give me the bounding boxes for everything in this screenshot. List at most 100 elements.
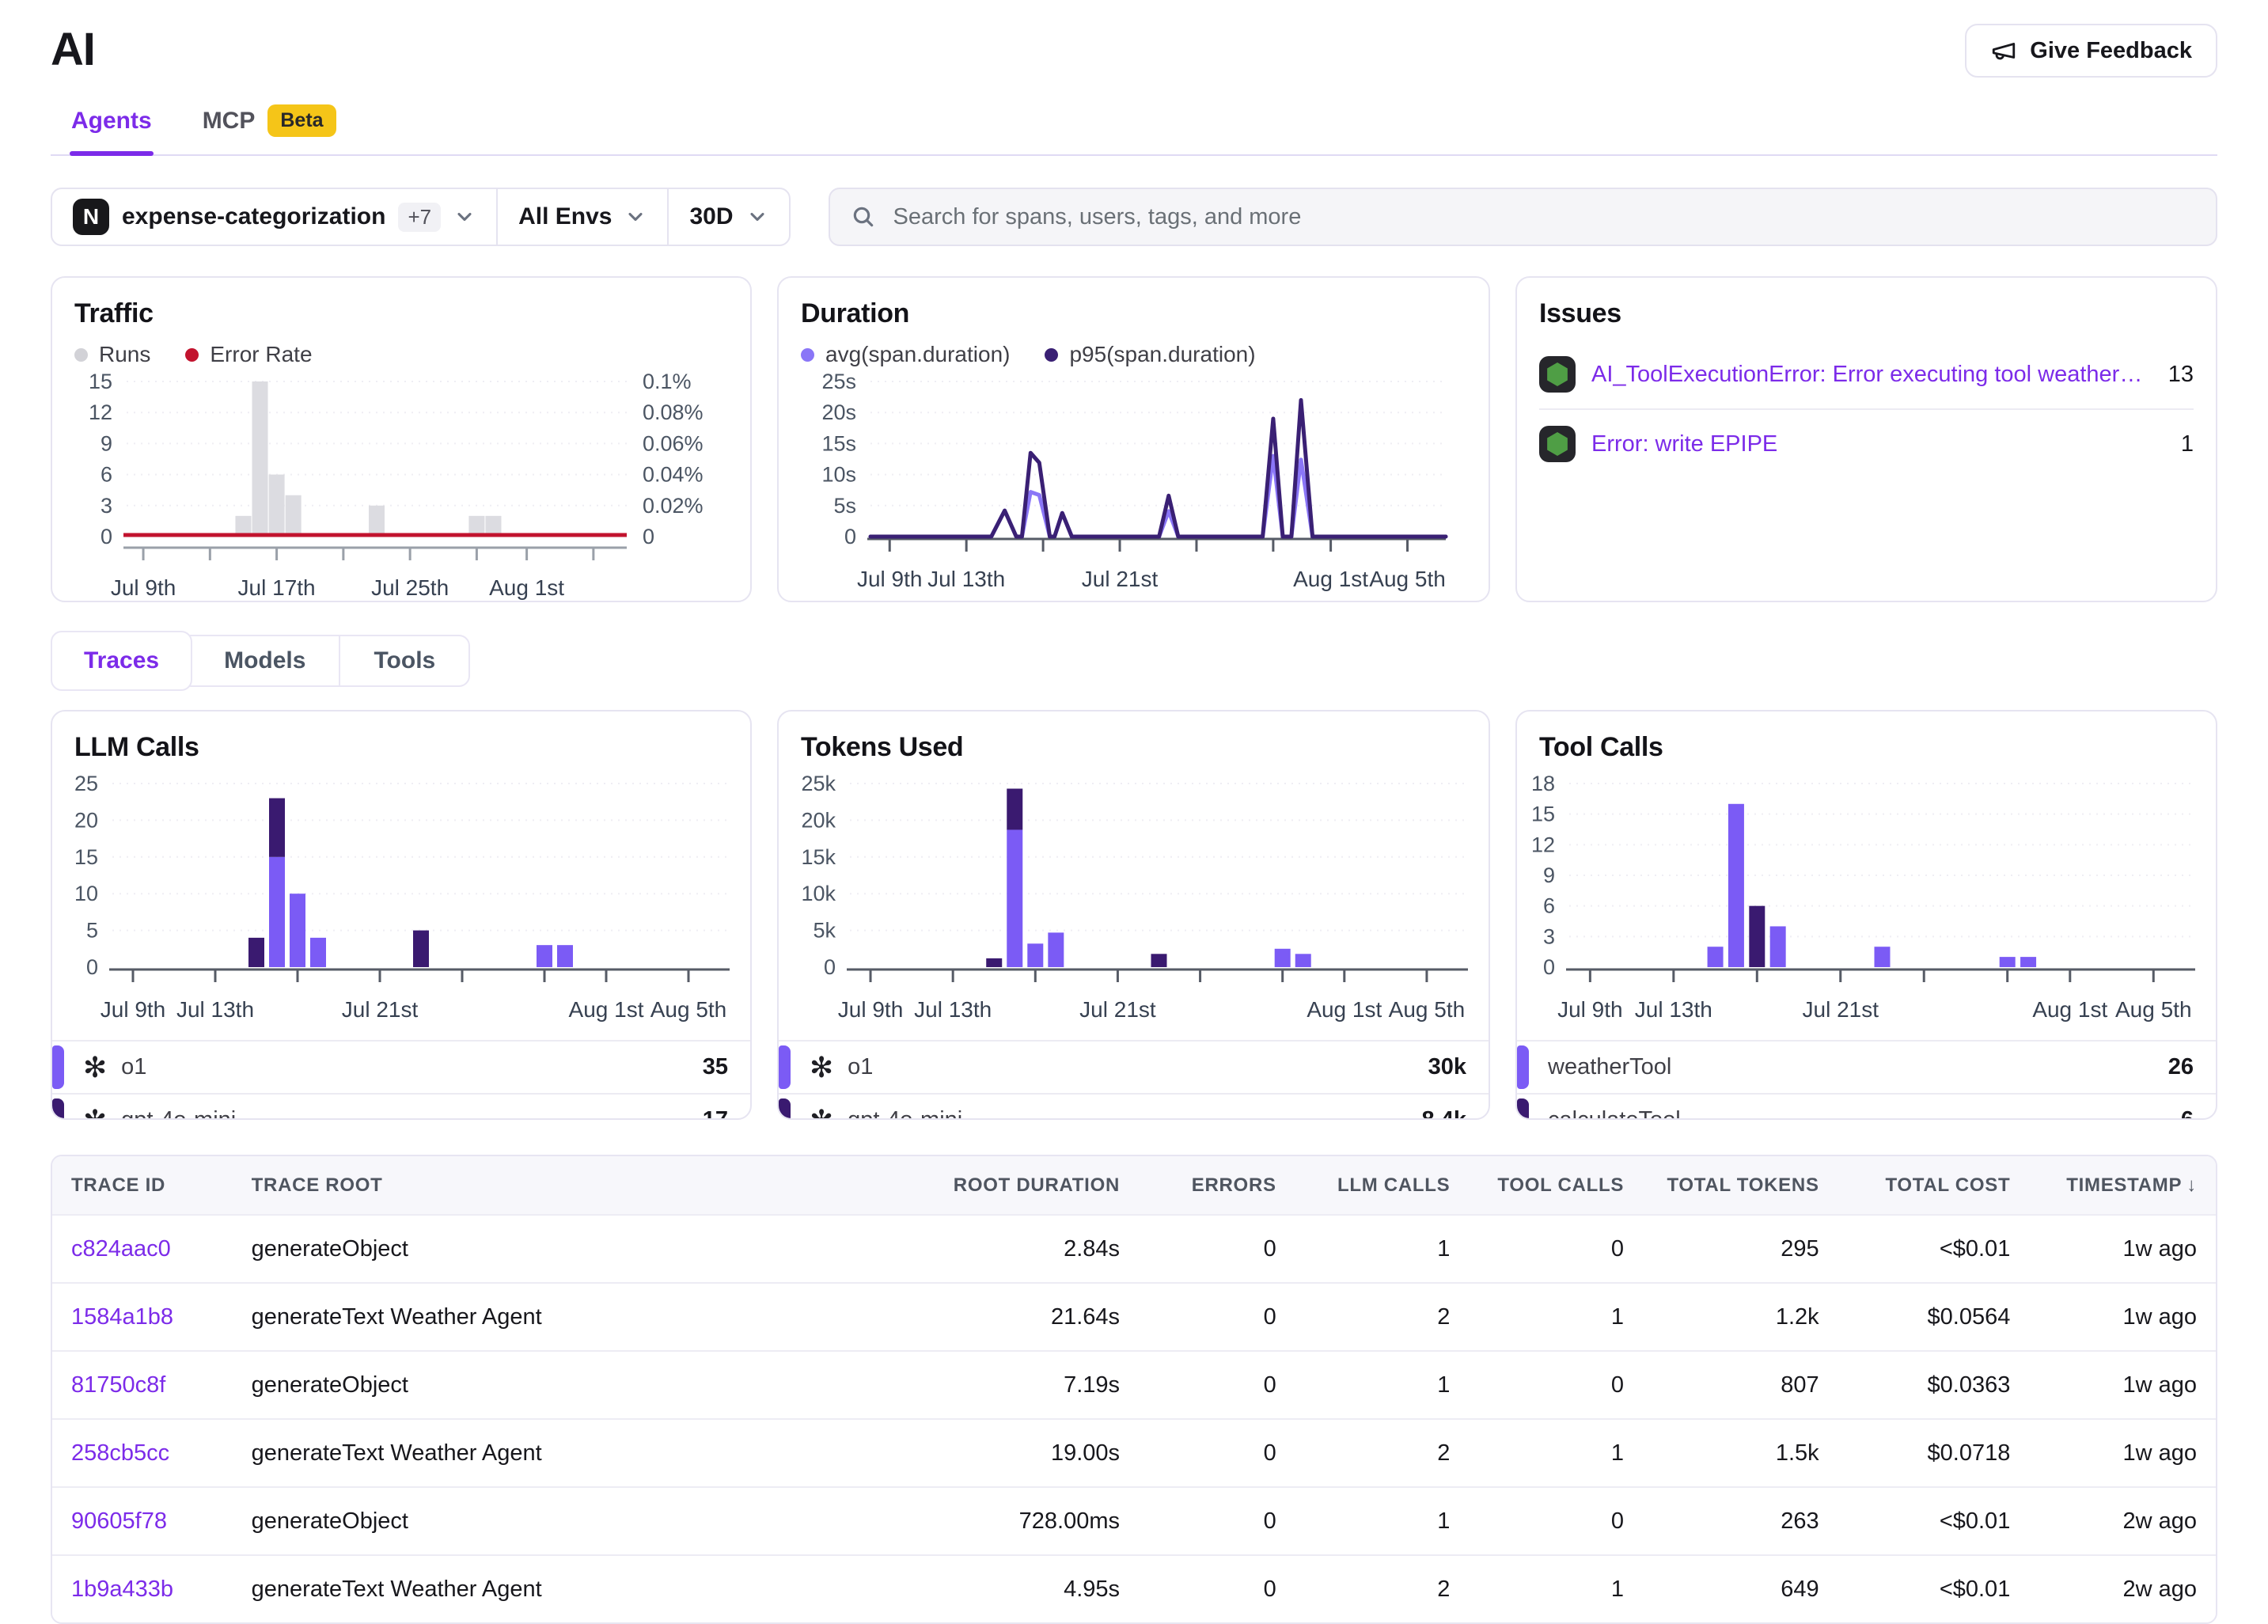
column-header[interactable]: ERRORS [1191, 1174, 1276, 1196]
series-color-chip [779, 1045, 791, 1089]
range-select[interactable]: 30D [667, 189, 788, 245]
subtab-models[interactable]: Models [191, 636, 339, 685]
root-duration: 4.95s [1064, 1576, 1121, 1602]
legend-row[interactable]: calculateTool 6 [1517, 1093, 2216, 1118]
table-row[interactable]: 81750c8f generateObject 7.19s 0 1 0 807 $0.0363… [52, 1350, 2216, 1418]
trace-id-link[interactable]: 81750c8f [71, 1372, 166, 1398]
column-header[interactable]: TOTAL COST [1885, 1174, 2011, 1196]
timestamp[interactable]: 1w ago [2010, 1372, 2197, 1398]
column-header[interactable]: TIMESTAMP ↓ [2066, 1174, 2197, 1196]
legend-row[interactable]: ✻ o1 30k [779, 1040, 1489, 1093]
issue-link[interactable]: Error: write EPIPE [1591, 431, 1778, 457]
legend-row[interactable]: ✻ gpt-4o-mini 17 [52, 1093, 750, 1120]
subtab-tools[interactable]: Tools [339, 636, 468, 685]
timestamp[interactable]: 1w ago [2010, 1235, 2197, 1262]
issue-row[interactable]: AI_ToolExecutionError: Error executing t… [1539, 340, 2194, 408]
svg-text:25: 25 [74, 774, 98, 795]
llm-calls: 1 [1437, 1372, 1451, 1398]
svg-text:0: 0 [824, 955, 836, 979]
chevron-down-icon [628, 212, 643, 222]
subtab-traces[interactable]: Traces [51, 631, 193, 691]
project-select[interactable]: N expense-categorization +7 [52, 189, 496, 245]
svg-text:0.06%: 0.06% [643, 431, 704, 455]
env-select[interactable]: All Envs [496, 189, 667, 245]
traffic-chart[interactable]: 15 12 9 6 3 0 0.1% 0.08% 0.06% 0.04% 0.02% 0 Jul 9th… [74, 372, 728, 602]
total-tokens: 807 [1781, 1372, 1819, 1398]
trace-root: generateText Weather Agent [251, 1440, 542, 1466]
table-row[interactable]: c824aac0 generateObject 2.84s 0 1 0 295 <$0.01 1… [52, 1214, 2216, 1282]
trace-root: generateObject [251, 1372, 408, 1398]
series-label: gpt-4o-mini [848, 1107, 963, 1120]
timestamp[interactable]: 2w ago [2010, 1508, 2197, 1535]
table-row[interactable]: 1584a1b8 generateText Weather Agent 21.64s… [52, 1282, 2216, 1350]
tab-mcp[interactable]: MCP Beta [201, 97, 338, 154]
table-row[interactable]: 1b9a433b generateText Weather Agent 4.95s 0… [52, 1554, 2216, 1622]
column-header[interactable]: TRACE ID [71, 1174, 166, 1196]
search-input[interactable] [891, 203, 2195, 231]
p95-legend-dot [1045, 347, 1059, 362]
legend-row[interactable]: ✻ gpt-4o-mini 8.4k [779, 1093, 1489, 1120]
svg-text:15: 15 [89, 372, 112, 393]
trace-root: generateObject [251, 1508, 408, 1534]
legend-row[interactable]: weatherTool 26 [1517, 1040, 2216, 1093]
project-extra-chip: +7 [398, 202, 442, 232]
table-row[interactable]: 90605f78 generateObject 728.00ms 0 1 0 263 <$0.… [52, 1486, 2216, 1554]
column-header[interactable]: ROOT DURATION [953, 1174, 1121, 1196]
issue-count: 13 [2167, 361, 2194, 387]
svg-text:Jul 9th: Jul 9th [111, 575, 176, 600]
trace-id-link[interactable]: 90605f78 [71, 1508, 167, 1534]
svg-text:Jul 9th: Jul 9th [1557, 997, 1623, 1022]
trace-id-link[interactable]: 1584a1b8 [71, 1303, 174, 1330]
issue-count: 1 [2180, 431, 2194, 457]
column-header[interactable]: TRACE ROOT [251, 1174, 383, 1196]
issue-row[interactable]: Error: write EPIPE 1 [1539, 408, 2194, 478]
svg-text:0: 0 [643, 525, 654, 548]
column-header[interactable]: TOTAL TOKENS [1667, 1174, 1819, 1196]
trace-id-link[interactable]: 258cb5cc [71, 1440, 170, 1466]
nextjs-logo-icon: N [73, 199, 109, 235]
search-bar[interactable] [828, 188, 2217, 246]
trace-subtabs: Traces Models Tools [51, 631, 2217, 691]
svg-text:10s: 10s [821, 463, 856, 487]
megaphone-icon [1993, 43, 2016, 60]
svg-text:3: 3 [1543, 924, 1555, 948]
table-row[interactable]: 258cb5cc generateText Weather Agent 19.00s… [52, 1418, 2216, 1486]
issues-list: AI_ToolExecutionError: Error executing t… [1539, 340, 2194, 478]
timestamp[interactable]: 1w ago [2010, 1440, 2197, 1467]
timestamp[interactable]: 1w ago [2010, 1303, 2197, 1330]
trace-id-link[interactable]: 1b9a433b [71, 1576, 174, 1602]
issue-link[interactable]: AI_ToolExecutionError: Error executing t… [1591, 361, 2143, 387]
total-cost: <$0.01 [1939, 1508, 2011, 1534]
svg-text:Jul 9th: Jul 9th [857, 567, 923, 591]
give-feedback-button[interactable]: Give Feedback [1965, 24, 2217, 78]
svg-text:Aug 5th: Aug 5th [1389, 997, 1466, 1022]
trace-id-link[interactable]: c824aac0 [71, 1235, 171, 1262]
column-header[interactable]: TOOL CALLS [1497, 1174, 1625, 1196]
traces-table: TRACE ID TRACE ROOT ROOT DURATION ERRORS LLM… [51, 1155, 2217, 1624]
svg-text:12: 12 [89, 400, 112, 424]
tool-calls: 1 [1610, 1303, 1625, 1330]
series-label: gpt-4o-mini [121, 1107, 237, 1120]
column-header[interactable]: LLM CALLS [1337, 1174, 1451, 1196]
errors: 0 [1263, 1440, 1276, 1466]
tab-agents[interactable]: Agents [70, 97, 154, 156]
total-cost: <$0.01 [1939, 1235, 2011, 1262]
root-duration: 7.19s [1064, 1372, 1121, 1398]
duration-card: Duration avg(span.duration) p95(span.dur… [777, 276, 1490, 602]
total-cost: $0.0564 [1927, 1303, 2011, 1330]
trace-root: generateText Weather Agent [251, 1303, 542, 1330]
svg-text:15s: 15s [821, 431, 856, 455]
svg-text:0: 0 [1543, 955, 1555, 979]
subtab-group: Models Tools [180, 635, 471, 687]
svg-text:6: 6 [1543, 894, 1555, 918]
tab-mcp-label: MCP [202, 107, 256, 134]
timestamp[interactable]: 2w ago [2010, 1576, 2197, 1603]
total-cost: $0.0363 [1927, 1372, 2011, 1398]
svg-text:0.04%: 0.04% [643, 463, 704, 487]
legend-row[interactable]: ✻ o1 35 [52, 1040, 750, 1093]
series-label: o1 [121, 1054, 147, 1080]
